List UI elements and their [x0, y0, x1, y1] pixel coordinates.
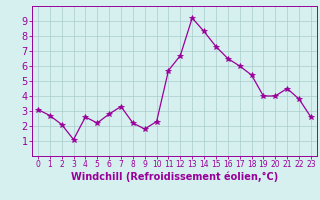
X-axis label: Windchill (Refroidissement éolien,°C): Windchill (Refroidissement éolien,°C): [71, 172, 278, 182]
